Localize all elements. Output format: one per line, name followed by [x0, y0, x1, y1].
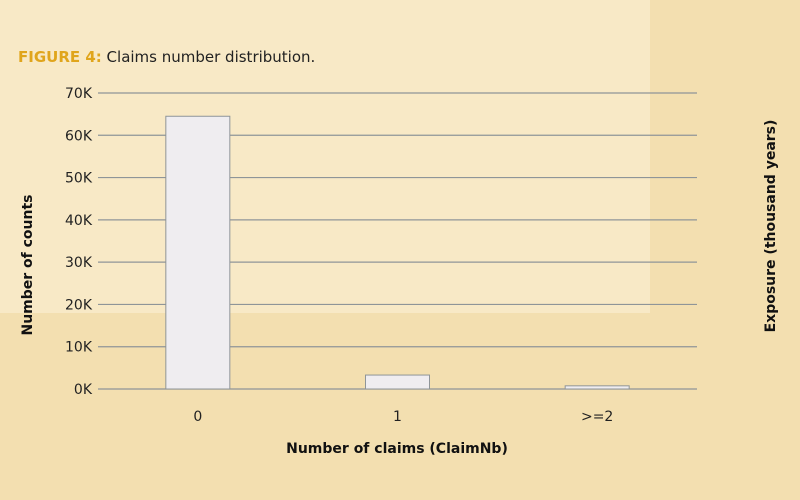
y-tick-label: 30K — [65, 255, 93, 271]
x-tick-label: 0 — [193, 409, 202, 425]
bar — [365, 374, 430, 390]
background-panel — [0, 0, 650, 313]
secondary-y-axis-title: Exposure (thousand years) — [763, 120, 779, 333]
y-tick-label: 10K — [65, 340, 93, 356]
y-tick-label: 70K — [65, 86, 93, 102]
x-axis-title: Number of claims (ClaimNb) — [286, 441, 508, 457]
figure-caption: FIGURE 4: Claims number distribution. — [18, 48, 315, 66]
x-tick-labels: 0 1 >=2 — [193, 409, 613, 425]
y-tick-label: 60K — [65, 128, 93, 144]
bar — [165, 115, 231, 390]
bar — [564, 385, 630, 390]
y-tick-label: 40K — [65, 213, 93, 229]
y-tick-label: 50K — [65, 171, 93, 187]
x-tick-label: 1 — [393, 409, 402, 425]
y-tick-labels: 0K 10K 20K 30K 40K 50K 60K 70K — [65, 86, 93, 398]
figure-label: FIGURE 4: — [18, 48, 102, 66]
x-tick-label: >=2 — [581, 409, 613, 425]
y-tick-label: 0K — [74, 382, 93, 398]
figure-caption-text: Claims number distribution. — [101, 48, 316, 66]
bars — [165, 115, 630, 390]
y-axis-title: Number of counts — [20, 194, 36, 335]
y-tick-label: 20K — [65, 297, 93, 313]
